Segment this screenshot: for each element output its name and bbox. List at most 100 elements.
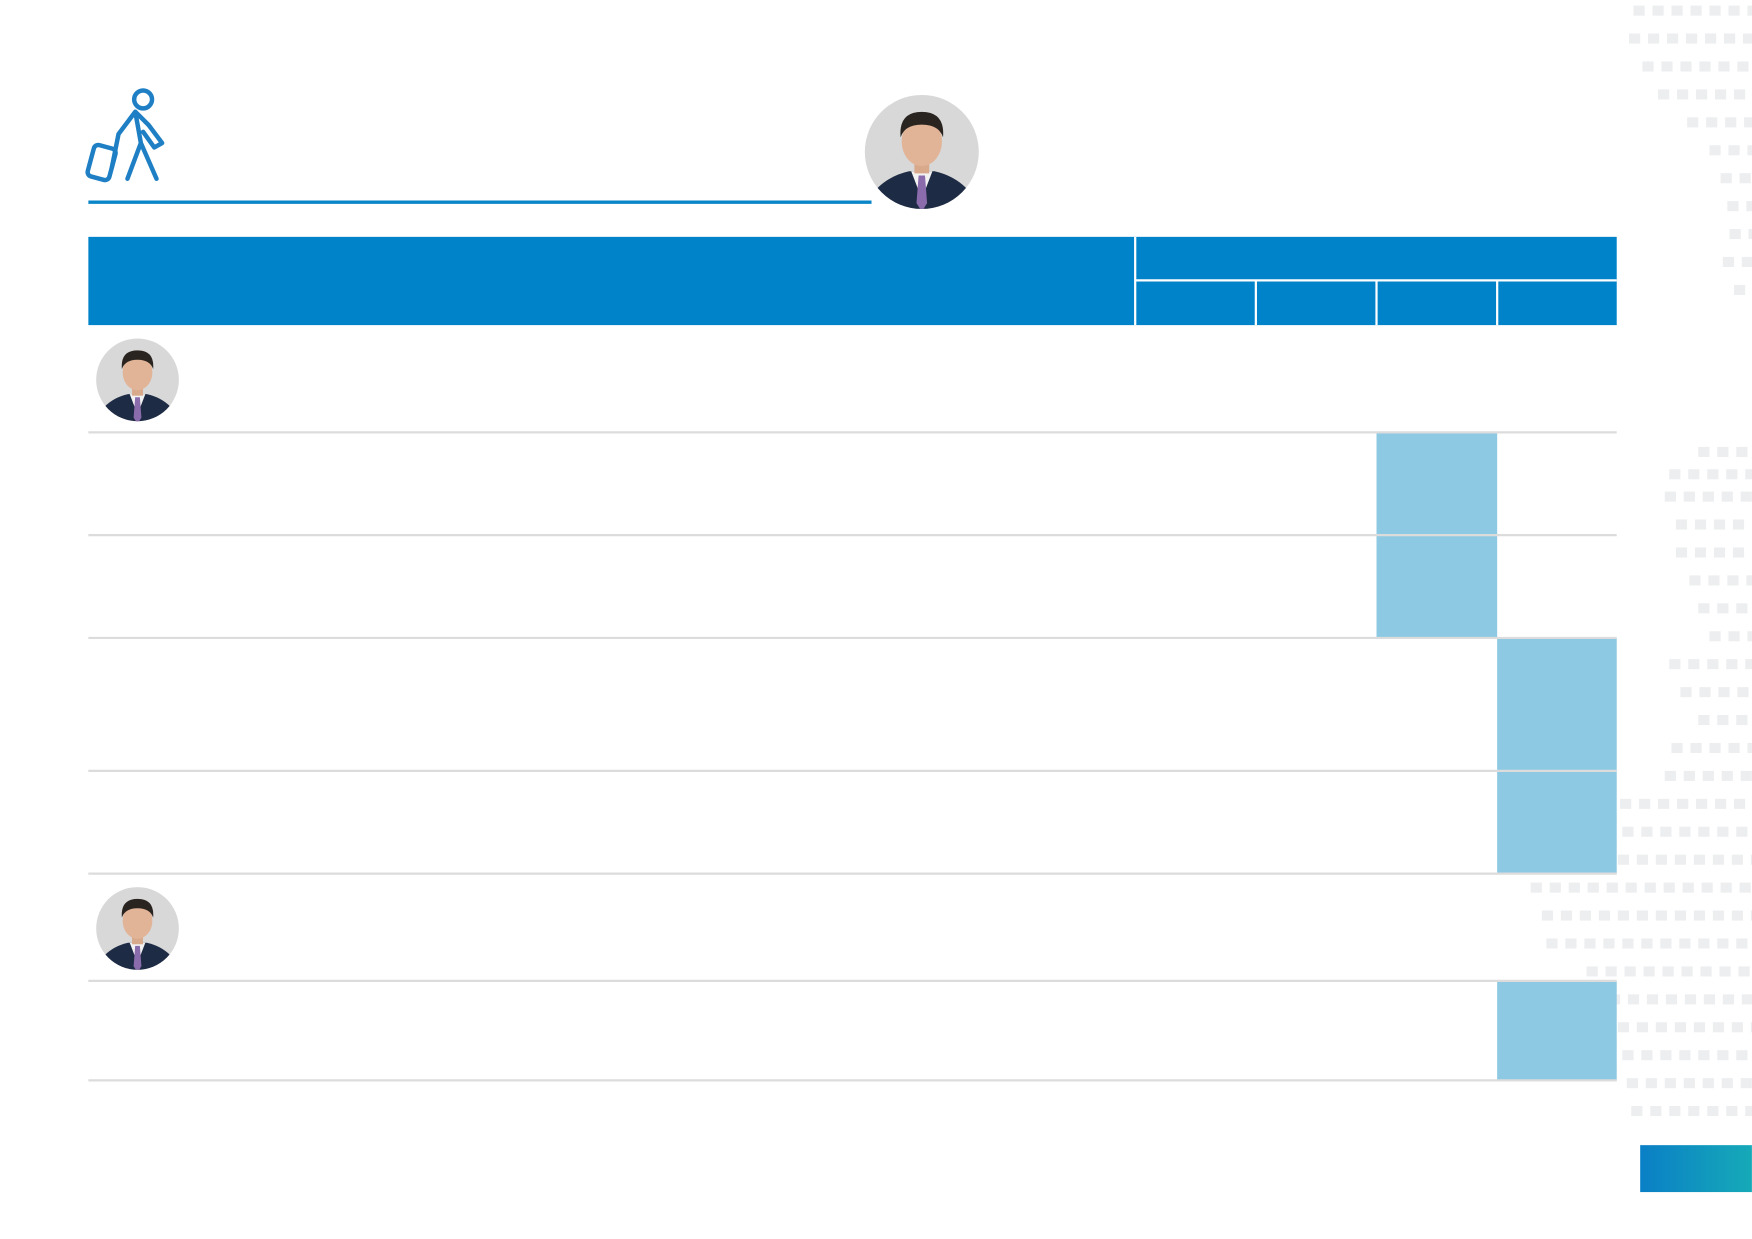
header-dividers: [1134, 236, 1617, 326]
pattern-dot: [1663, 882, 1675, 893]
pattern-dot: [1708, 575, 1720, 586]
pattern-dot: [1679, 1050, 1691, 1061]
pattern-dot: [1675, 547, 1688, 558]
pattern-dot: [1702, 491, 1714, 502]
pattern-dot: [1750, 910, 1752, 921]
pattern-dot: [1662, 966, 1674, 977]
pattern-dot: [1674, 1022, 1686, 1033]
pattern-dot: [1641, 1050, 1653, 1061]
pattern-dot: [1750, 854, 1752, 865]
pattern-dot: [1677, 89, 1689, 100]
pattern-dot: [1664, 1078, 1676, 1089]
pattern-dot: [1666, 33, 1679, 44]
pattern-dot: [1665, 994, 1678, 1005]
pattern-dot: [1736, 938, 1748, 949]
pattern-dot: [1643, 966, 1655, 977]
pattern-dot: [1737, 687, 1749, 698]
pattern-dot: [1629, 33, 1641, 44]
pattern-dot: [1734, 284, 1746, 295]
pattern-dot: [1736, 446, 1748, 457]
pattern-dot: [1645, 1078, 1657, 1089]
pattern-dot: [1546, 938, 1558, 949]
pattern-dot: [1726, 659, 1738, 670]
pattern-dot: [1732, 547, 1745, 558]
pattern-dot: [1698, 603, 1710, 614]
pattern-dot: [1736, 603, 1748, 614]
pattern-dot: [1707, 659, 1719, 670]
pattern-dot: [1625, 882, 1637, 893]
pattern-dot: [1715, 798, 1727, 809]
pattern-dot: [1664, 770, 1676, 781]
pattern-dot: [1631, 1106, 1643, 1117]
pattern-dot: [1718, 61, 1730, 72]
pattern-dot: [1741, 994, 1752, 1005]
pattern-dot: [1712, 854, 1724, 865]
pattern-dot: [1694, 547, 1707, 558]
pattern-dot: [1680, 687, 1692, 698]
pattern-dot: [1713, 519, 1726, 530]
pattern-dot: [1683, 491, 1695, 502]
pattern-dot: [1709, 742, 1721, 754]
pattern-dot: [1729, 229, 1741, 240]
pattern-dot: [1717, 603, 1729, 614]
pattern-dot: [1655, 1022, 1667, 1033]
pattern-dot: [1669, 1106, 1681, 1117]
pattern-dot: [1698, 826, 1710, 837]
pattern-dot: [1622, 826, 1634, 837]
pattern-dot: [1721, 770, 1733, 781]
pattern-dot: [1747, 631, 1752, 642]
pattern-dot: [1549, 882, 1561, 893]
pattern-dot: [1687, 117, 1699, 128]
pattern-dot: [1688, 469, 1700, 480]
pattern-dot: [1747, 5, 1752, 16]
pattern-dot: [1713, 547, 1726, 558]
pattern-dot: [1579, 910, 1592, 921]
pattern-dot: [1698, 446, 1710, 457]
pattern-dot: [1560, 910, 1573, 921]
pattern-dot: [1731, 910, 1743, 921]
pattern-dot: [1737, 61, 1749, 72]
pattern-dot: [1690, 5, 1702, 16]
pattern-dot: [1586, 966, 1598, 977]
pattern-dot: [1652, 5, 1664, 16]
pattern-dot: [1731, 854, 1743, 865]
pattern-dot: [1745, 659, 1752, 670]
pattern-dot: [1688, 659, 1700, 670]
pattern-dot: [1650, 1106, 1662, 1117]
pattern-dot: [1644, 882, 1656, 893]
pattern-dot: [1717, 1050, 1729, 1061]
pattern-dot: [1679, 938, 1691, 949]
pattern-dot: [1698, 938, 1710, 949]
pattern-dot: [1721, 1078, 1733, 1089]
pattern-dot: [1690, 742, 1702, 754]
pattern-dot: [1703, 994, 1716, 1005]
pattern-dot: [1701, 882, 1713, 893]
pattern-dot: [1728, 5, 1740, 16]
pattern-dot: [1700, 966, 1712, 977]
pattern-dot: [1723, 33, 1736, 44]
pattern-dot: [1747, 742, 1752, 754]
pattern-dot: [1617, 854, 1630, 865]
pattern-dot: [1655, 854, 1667, 865]
pattern-dot: [1717, 826, 1729, 837]
pattern-dot: [1744, 117, 1752, 128]
pattern-dot: [1719, 966, 1731, 977]
pattern-dot: [1584, 938, 1596, 949]
traveller-icon: [85, 88, 165, 183]
pattern-dot: [1683, 1078, 1695, 1089]
pattern-dot: [1736, 1050, 1748, 1061]
pattern-dot: [1669, 469, 1681, 480]
pattern-dot: [1688, 1106, 1700, 1117]
pattern-dot: [1603, 938, 1615, 949]
pattern-dot: [1664, 491, 1676, 502]
pattern-dot: [1707, 469, 1719, 480]
pattern-dot: [1717, 446, 1729, 457]
pattern-dot: [1624, 966, 1636, 977]
pattern-dot: [1702, 1078, 1714, 1089]
pattern-dot: [1712, 910, 1724, 921]
pattern-dot: [1718, 687, 1730, 698]
pattern-dot: [1698, 715, 1710, 726]
pattern-dot: [1660, 826, 1672, 837]
